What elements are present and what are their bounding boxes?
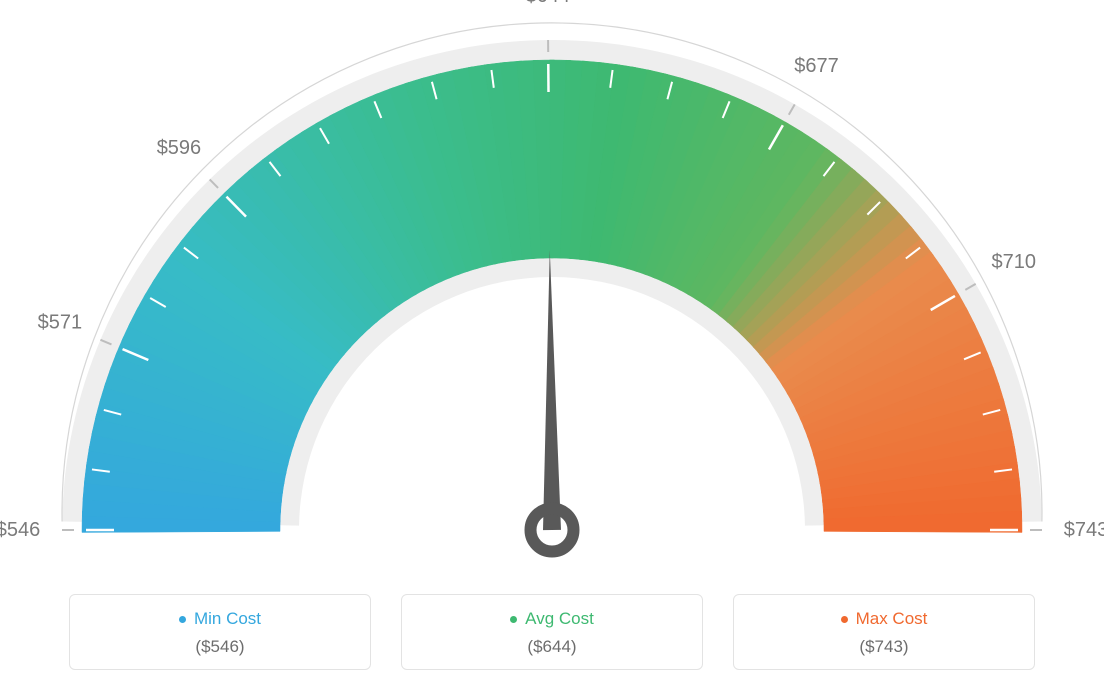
tick-label: $596 bbox=[157, 137, 202, 159]
tick-label: $546 bbox=[0, 519, 40, 541]
tick-label: $677 bbox=[794, 55, 839, 77]
gauge-area: $546 $571 $596 $644 $677 $710 $743 bbox=[0, 0, 1104, 560]
legend-title-avg: Avg Cost bbox=[510, 609, 594, 629]
legend-card-avg: Avg Cost ($644) bbox=[401, 594, 703, 670]
legend-value-max: ($743) bbox=[734, 637, 1034, 657]
legend-title-max: Max Cost bbox=[841, 609, 928, 629]
legend-label-avg: Avg Cost bbox=[525, 609, 594, 629]
gauge-svg: $546 $571 $596 $644 $677 $710 $743 bbox=[0, 0, 1104, 570]
legend-dot-avg bbox=[510, 616, 517, 623]
legend-label-max: Max Cost bbox=[856, 609, 928, 629]
legend-value-min: ($546) bbox=[70, 637, 370, 657]
legend-title-min: Min Cost bbox=[179, 609, 261, 629]
cost-gauge-chart: $546 $571 $596 $644 $677 $710 $743 Min Cost ($… bbox=[0, 0, 1104, 690]
legend-card-max: Max Cost ($743) bbox=[733, 594, 1035, 670]
legend-value-avg: ($644) bbox=[402, 637, 702, 657]
legend-card-min: Min Cost ($546) bbox=[69, 594, 371, 670]
tick-label: $743 bbox=[1064, 519, 1104, 541]
legend-row: Min Cost ($546) Avg Cost ($644) Max Cost… bbox=[0, 594, 1104, 670]
legend-label-min: Min Cost bbox=[194, 609, 261, 629]
legend-dot-min bbox=[179, 616, 186, 623]
tick-label: $644 bbox=[525, 0, 570, 7]
legend-dot-max bbox=[841, 616, 848, 623]
tick-label: $710 bbox=[991, 251, 1036, 273]
gauge-needle bbox=[543, 250, 561, 530]
tick-label: $571 bbox=[38, 312, 83, 334]
